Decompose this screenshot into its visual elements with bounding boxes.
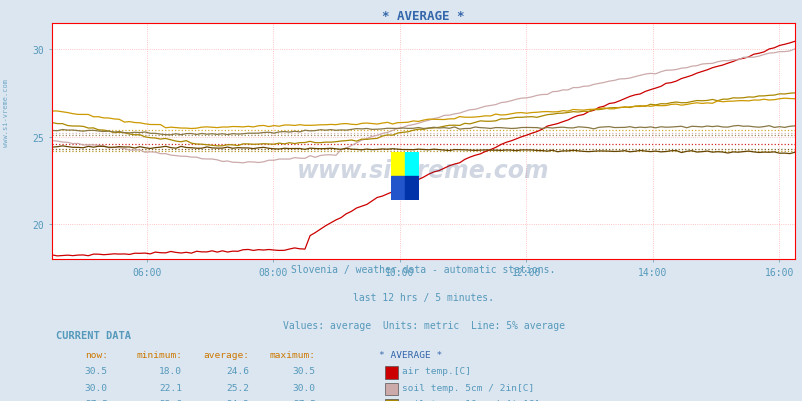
Text: Values: average  Units: metric  Line: 5% average: Values: average Units: metric Line: 5% a…: [282, 320, 564, 330]
Text: 18.0: 18.0: [159, 367, 182, 375]
Text: * AVERAGE *: * AVERAGE *: [379, 350, 442, 359]
Text: Slovenia / weather data - automatic stations.: Slovenia / weather data - automatic stat…: [291, 264, 555, 274]
Bar: [384, 383, 398, 395]
Text: soil temp. 5cm / 2in[C]: soil temp. 5cm / 2in[C]: [402, 383, 533, 392]
Bar: [404, 176, 419, 200]
Text: 25.2: 25.2: [225, 383, 249, 392]
Text: 22.1: 22.1: [159, 383, 182, 392]
Text: soil temp. 10cm / 4in[C]: soil temp. 10cm / 4in[C]: [402, 399, 540, 401]
Bar: [391, 176, 404, 200]
Text: average:: average:: [203, 350, 249, 359]
Text: air temp.[C]: air temp.[C]: [402, 367, 471, 375]
Text: now:: now:: [85, 350, 107, 359]
Text: 30.0: 30.0: [293, 383, 315, 392]
Bar: [404, 152, 419, 176]
Text: 24.2: 24.2: [225, 399, 249, 401]
Text: 27.5: 27.5: [85, 399, 107, 401]
Text: CURRENT DATA: CURRENT DATA: [56, 330, 131, 340]
Title: * AVERAGE *: * AVERAGE *: [382, 10, 464, 23]
Text: maximum:: maximum:: [269, 350, 315, 359]
Text: 30.5: 30.5: [85, 367, 107, 375]
Text: last 12 hrs / 5 minutes.: last 12 hrs / 5 minutes.: [353, 292, 493, 302]
Bar: [384, 367, 398, 379]
Text: www.si-vreme.com: www.si-vreme.com: [297, 158, 549, 182]
Text: minimum:: minimum:: [136, 350, 182, 359]
Text: www.si-vreme.com: www.si-vreme.com: [3, 78, 10, 146]
Bar: [384, 399, 398, 401]
Text: 24.6: 24.6: [225, 367, 249, 375]
Text: 22.6: 22.6: [159, 399, 182, 401]
Text: 27.5: 27.5: [293, 399, 315, 401]
Text: 30.5: 30.5: [293, 367, 315, 375]
Text: 30.0: 30.0: [85, 383, 107, 392]
Bar: [391, 152, 404, 176]
